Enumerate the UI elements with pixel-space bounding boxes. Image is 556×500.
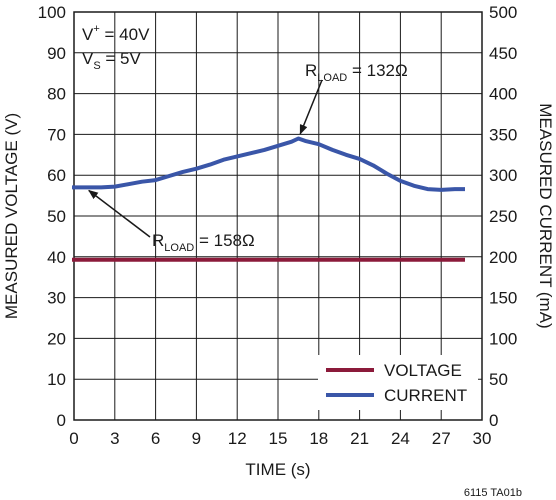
legend: VOLTAGE CURRENT [318, 355, 478, 410]
y-tick-label: 0 [57, 411, 66, 430]
annotation-vplus-main: V [82, 25, 94, 44]
x-tick-label: 0 [69, 429, 78, 448]
x-tick-label: 15 [269, 429, 288, 448]
x-tick-label: 3 [110, 429, 119, 448]
x-tick-label: 9 [192, 429, 201, 448]
y-tick-labels: 0 10 20 30 40 50 60 70 80 90 100 [38, 3, 66, 430]
x-tick-labels: 0 3 6 9 12 15 18 21 24 27 30 [69, 429, 491, 448]
annotation-vplus: V+ = 40V [82, 23, 150, 44]
y-tick-label: 80 [47, 85, 66, 104]
y-tick-label: 10 [47, 370, 66, 389]
x-tick-label: 24 [391, 429, 410, 448]
y2-tick-label: 300 [489, 166, 517, 185]
x-tick-label: 30 [473, 429, 492, 448]
annotation-rload-158-main: R [152, 231, 164, 250]
legend-background [318, 355, 478, 410]
y-tick-label: 60 [47, 166, 66, 185]
legend-label-voltage: VOLTAGE [384, 361, 462, 380]
annotation-rload-158-sub: LOAD [164, 242, 194, 254]
annotation-arrow [88, 189, 151, 238]
y2-tick-label: 250 [489, 207, 517, 226]
y2-tick-label: 150 [489, 289, 517, 308]
annotation-vplus-rest: = 40V [100, 25, 150, 44]
x-tick-label: 12 [228, 429, 247, 448]
annotation-rload-158-rest: = 158Ω [194, 231, 254, 250]
annotation-rload-158: RLOAD = 158Ω [152, 231, 255, 254]
y-tick-label: 90 [47, 44, 66, 63]
y-tick-label: 50 [47, 207, 66, 226]
annotation-rload-132-sub: LOAD [317, 72, 347, 84]
x-tick-label: 27 [432, 429, 451, 448]
annotation-arrow [299, 79, 323, 135]
annotation-vs-rest: = 5V [101, 49, 142, 68]
x-tick-label: 18 [309, 429, 328, 448]
annotation-vs-sub: S [93, 60, 100, 72]
y2-tick-label: 450 [489, 44, 517, 63]
y-tick-label: 70 [47, 125, 66, 144]
y2-tick-label: 200 [489, 248, 517, 267]
plot-frame [73, 11, 483, 421]
annotation-vplus-sup: + [93, 23, 99, 35]
series-layer [72, 136, 465, 262]
figure-footer: 6115 TA01b [464, 487, 522, 499]
annotation-vs: VS = 5V [82, 49, 142, 72]
y-tick-label: 30 [47, 289, 66, 308]
x-tick-label: 21 [350, 429, 369, 448]
y-axis-title: MEASURED VOLTAGE (V) [2, 113, 21, 319]
legend-label-current: CURRENT [384, 386, 467, 405]
x-tick-label: 6 [151, 429, 160, 448]
y2-tick-labels: 0 50 100 150 200 250 300 350 400 450 500 [489, 3, 517, 430]
annotation-arrows [88, 79, 323, 238]
y2-tick-label: 0 [489, 411, 498, 430]
y-tick-label: 20 [47, 329, 66, 348]
annotation-vs-main: V [82, 49, 94, 68]
y2-tick-label: 400 [489, 85, 517, 104]
y2-tick-label: 350 [489, 125, 517, 144]
y2-tick-label: 100 [489, 329, 517, 348]
y-tick-label: 40 [47, 248, 66, 267]
annotation-rload-132-rest: = 132Ω [347, 61, 407, 80]
annotation-rload-132: RLOAD = 132Ω [305, 61, 408, 84]
annotation-rload-132-main: R [305, 61, 317, 80]
grid [74, 12, 482, 420]
x-axis-title: TIME (s) [245, 460, 310, 479]
y2-tick-label: 500 [489, 3, 517, 22]
y2-tick-label: 50 [489, 370, 508, 389]
y2-axis-title: MEASURED CURRENT (mA) [536, 103, 555, 328]
series-line-current [72, 136, 465, 192]
y-tick-label: 100 [38, 3, 66, 22]
